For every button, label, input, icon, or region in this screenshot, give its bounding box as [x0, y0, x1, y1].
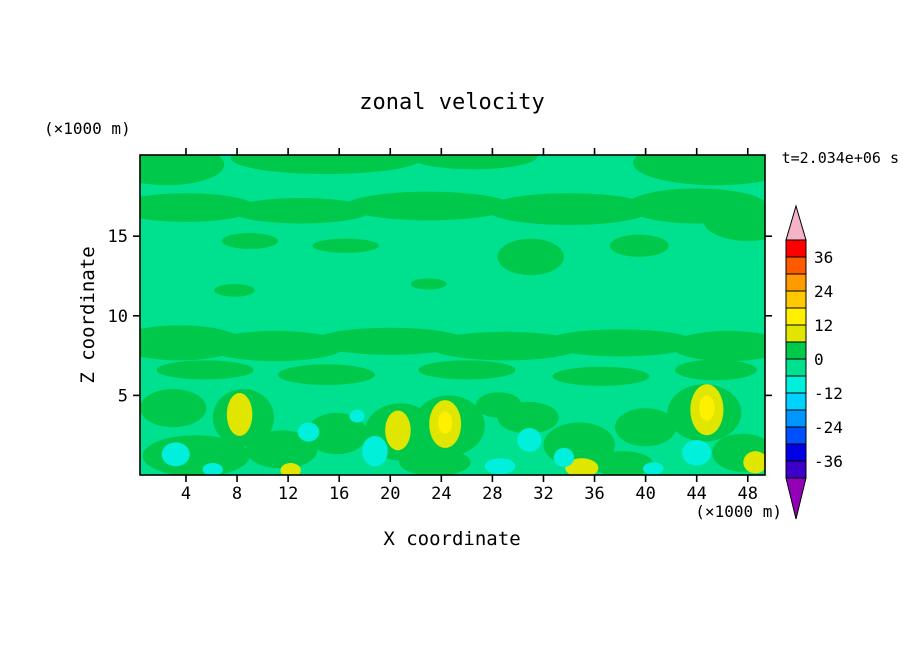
contour-region-level-3: [409, 155, 538, 170]
contour-region-level--9: [517, 428, 542, 452]
time-label: t=2.034e+06 s: [781, 149, 899, 167]
contour-region-level-3: [140, 193, 257, 222]
contour-region-level-3: [614, 408, 677, 447]
x-tick-label: 24: [431, 484, 451, 504]
x-tick-label: 20: [380, 484, 400, 504]
contour-region-level-3: [609, 234, 669, 257]
contour-region-level--9: [202, 463, 223, 475]
contour-region-level-9: [743, 451, 765, 474]
colorbar-band: [785, 290, 807, 309]
contour-region-level-9: [565, 458, 599, 475]
colorbar-label: -36: [814, 452, 843, 471]
contour-region-level-3: [486, 193, 653, 226]
contour-region-level--9: [161, 442, 190, 467]
contour-region-level-3: [410, 278, 447, 290]
colorbar-under-arrow: [785, 477, 807, 520]
colorbar-band: [785, 239, 807, 258]
contour-region-level-3: [221, 233, 278, 249]
colorbar-label: -24: [814, 418, 843, 437]
contour-region-level--9: [682, 439, 712, 466]
x-tick-label: 44: [686, 484, 706, 504]
z-tick-label: 10: [108, 307, 128, 327]
x-tick-label: 32: [533, 484, 553, 504]
colorbar-band: [785, 375, 807, 394]
contour-region-level-3: [156, 360, 254, 380]
x-tick-label: 8: [232, 484, 242, 504]
contour-field: [140, 155, 765, 475]
contour-region-level-15: [438, 411, 453, 434]
contour-region-level--9: [484, 458, 516, 475]
contour-region-level-3: [305, 412, 368, 455]
contour-region-level-3: [497, 238, 564, 276]
contour-region-level-9: [280, 463, 301, 475]
x-tick-label: 4: [181, 484, 191, 504]
contour-region-level--9: [553, 447, 575, 468]
contour-region-level-3: [552, 366, 650, 386]
contour-region-level-3: [245, 430, 318, 469]
chart-title: zonal velocity: [359, 90, 545, 115]
contour-region-level-3: [592, 451, 654, 475]
colorbar-band: [785, 392, 807, 411]
x-tick-label: 36: [584, 484, 604, 504]
contour-region-level-3: [230, 155, 423, 175]
x-axis-unit: (×1000 m): [695, 502, 782, 521]
contour-region-level-3: [230, 197, 372, 224]
contour-region-level-3: [277, 364, 375, 386]
z-axis-unit: (×1000 m): [44, 119, 131, 138]
z-tick-label: 15: [108, 227, 128, 247]
colorbar-label: 12: [814, 316, 833, 335]
contour-region-level--9: [362, 435, 388, 467]
colorbar-band: [785, 443, 807, 462]
x-tick-label: 40: [635, 484, 655, 504]
contour-region-level-3: [674, 359, 757, 381]
contour-region-level-3: [140, 155, 225, 186]
contour-region-level-3: [428, 331, 582, 361]
colorbar-over-arrow: [785, 204, 807, 241]
contour-region-level-3: [205, 330, 346, 362]
contour-region-level-3: [313, 327, 467, 355]
x-tick-label: 48: [738, 484, 758, 504]
colorbar-band: [785, 256, 807, 275]
colorbar-band: [785, 358, 807, 377]
colorbar-band: [785, 426, 807, 445]
contour-region-level-3: [703, 199, 765, 241]
contour-region-level--9: [643, 462, 664, 475]
contour-region-level-3: [632, 155, 765, 186]
x-tick-label: 16: [329, 484, 349, 504]
colorbar-band: [785, 324, 807, 343]
contour-region-level-3: [142, 435, 250, 475]
colorbar-band: [785, 273, 807, 292]
contour-region-level-15: [699, 395, 715, 421]
x-axis-label: X coordinate: [383, 528, 521, 550]
contour-region-level-3: [543, 329, 697, 357]
contour-region-level-3: [312, 238, 379, 253]
colorbar-label: -12: [814, 384, 843, 403]
x-tick-label: 12: [278, 484, 298, 504]
colorbar-band: [785, 307, 807, 326]
contour-region-level--9: [349, 409, 365, 423]
z-tick-label: 5: [118, 386, 128, 406]
contour-region-level-3: [214, 283, 255, 297]
contour-region-level-3: [140, 389, 207, 428]
contour-region-level-9: [385, 410, 411, 451]
contour-region-level-3: [497, 401, 559, 434]
contour-region-level-9: [226, 393, 253, 436]
colorbar-band: [785, 409, 807, 428]
contour-region-level-3: [418, 360, 516, 380]
colorbar-label: 24: [814, 282, 833, 301]
colorbar-band: [785, 460, 807, 479]
contour-region-level-3: [399, 448, 471, 475]
colorbar-band: [785, 341, 807, 360]
contour-region-level--9: [297, 422, 320, 442]
colorbar-label: 36: [814, 248, 833, 267]
colorbar-label: 0: [814, 350, 824, 369]
contour-region-level-3: [345, 191, 512, 221]
contour-region-level-3: [671, 330, 765, 362]
x-tick-label: 28: [482, 484, 502, 504]
